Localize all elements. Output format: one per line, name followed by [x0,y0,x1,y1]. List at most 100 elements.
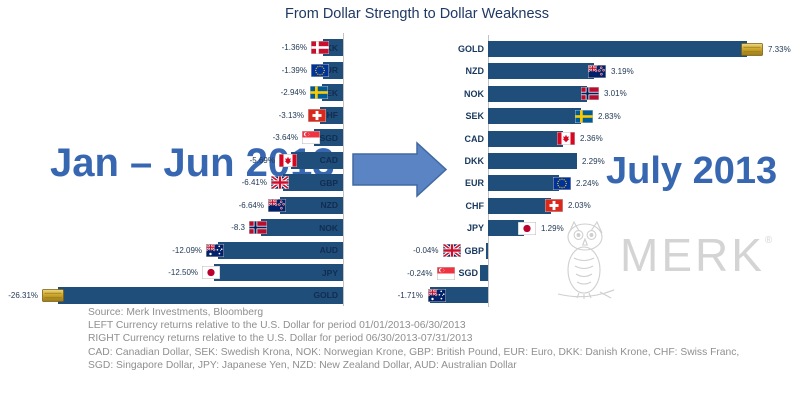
bar-value-label: -1.36% [281,43,307,52]
bar-value-label: -3.64% [272,133,298,142]
chart-title: From Dollar Strength to Dollar Weakness [284,6,550,22]
registered-mark: ® [764,235,773,246]
flag-australia-icon [206,243,224,257]
bar-value-label: -8.3 [231,223,245,232]
bar [488,153,577,169]
bar-value-label: 2.83% [598,111,621,121]
footnote-source: Source: Merk Investments, Bloomberg [88,307,264,318]
bar-row-sek: 2.83% [488,108,800,125]
merk-logo-text: MERK [620,229,765,281]
flag-uk-icon [443,244,462,258]
flag-japan-icon [202,266,220,279]
gold-bar-icon [741,42,763,56]
bar-value-label: 2.24% [576,178,599,188]
bar-row-gbp: -6.41% GBP [0,174,343,191]
bar-code-label: EUR [320,65,338,75]
bar-value-label: -0.04% [413,246,439,256]
bar-value-label: -1.71% [397,290,423,300]
flag-norway-icon [249,221,267,234]
flag-singapore-icon [437,266,456,280]
flag-norway-icon [581,87,599,101]
flag-denmark-icon [311,41,329,54]
bar-value-label: -12.09% [172,245,202,255]
footnote-legend-2: SGD: Singapore Dollar, JPY: Japanese Yen… [88,359,517,371]
category-label-gold: GOLD [458,44,484,54]
bar [488,41,747,57]
bar [488,63,594,80]
bar-code-label: SEK [320,87,338,98]
bar [486,242,488,259]
bar-code-label: CAD [319,155,338,165]
owl-icon [557,220,615,299]
bar-value-label: 2.29% [582,156,605,166]
bar [488,85,587,102]
category-label-chf: CHF [465,200,485,211]
bar-value-label: -12.50% [168,268,198,277]
bar-code-label: AUD [319,245,338,255]
gold-bar-icon [42,288,64,302]
bar: NZD [280,196,343,214]
bar-value-label: -26.31% [8,290,38,300]
bar-row-jpy: -12.50% JPY [0,264,343,281]
category-label-jpy: JPY [466,223,484,234]
bar-row-sgd: -0.24% SGD [0,265,488,281]
flag-newzealand-icon [588,64,606,78]
bar: CAD [291,151,343,169]
bar [488,130,563,147]
bar-row-eur: 2.24% [488,175,800,192]
flag-canada-icon [557,132,575,146]
bar-row-gold: -26.31% GOLD [0,286,343,304]
flag-switzerland-icon [545,199,563,213]
bar-row-aud: -12.09% AUD [0,241,343,259]
flag-sweden-icon [575,109,593,123]
footnote-left-period: LEFT Currency returns relative to the U.… [88,320,466,332]
bar-row-nok: -8.3 NOK [0,219,343,236]
category-label-dkk: DKK [464,156,485,166]
flag-canada-icon [279,153,297,167]
bar-code-label: GBP [319,177,338,188]
footnote-right-period: RIGHT Currency returns relative to the U… [88,333,473,345]
bar-row-nok: 3.01% [488,85,800,102]
flag-singapore-icon [302,131,320,144]
category-label-sek: SEK [465,111,484,122]
footnote-legend-1: CAD: Canadian Dollar, SEK: Swedish Krona… [88,346,740,358]
bar-row-cad: -5.69% CAD [0,151,343,169]
bar-value-label: -1.39% [281,65,307,75]
flag-eu-icon [553,176,571,190]
flag-japan-icon [518,221,536,235]
bar-code-label: NOK [319,222,338,233]
category-label-sgd: SGD [458,268,478,278]
axis-line-right [488,35,489,307]
axis-line-left [343,33,344,306]
bar-code-label: SGD [319,132,338,143]
bar-value-label: 2.03% [568,201,591,211]
flag-newzealand-icon [268,198,286,212]
bar-row-gold: 7.33% [488,41,800,57]
bar-code-label: JPY [321,267,338,278]
bar-code-label: GOLD [313,290,338,300]
bar [488,220,524,237]
bar-value-label: -5.69% [249,155,275,165]
bar: GOLD [58,286,343,304]
bar: NOK [261,219,343,236]
bar: AUD [218,241,343,259]
bar: JPY [214,264,343,281]
bar-code-label: CHF [320,110,338,120]
bar-row-gbp: -0.04% GBP [0,242,488,259]
bar-row-cad: 2.36% [488,130,800,147]
bar-row-jpy: 1.29% [488,220,800,237]
bar-value-label: 3.19% [611,66,634,76]
flag-eu-icon [311,63,329,77]
bar [488,108,581,125]
category-label-nok: NOK [464,88,484,99]
bar-value-label: -6.41% [241,178,267,187]
bar-row-nzd: 3.19% [488,63,800,80]
footnotes: Source: Merk Investments, Bloomberg LEFT… [88,306,739,372]
category-label-nzd: NZD [465,66,485,77]
category-label-cad: CAD [464,133,485,144]
bar-value-label: 3.01% [604,89,627,99]
bar [488,197,551,214]
bar [480,265,488,281]
bar [488,175,559,192]
